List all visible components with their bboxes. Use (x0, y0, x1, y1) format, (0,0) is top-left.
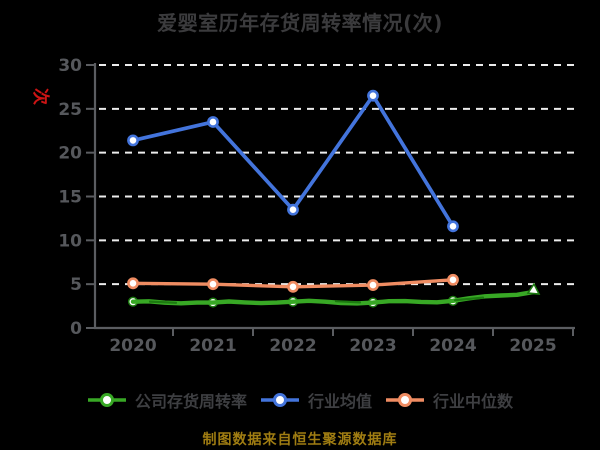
x-tick-label: 2022 (269, 336, 316, 356)
legend-label-company-turnover: 公司存货周转率 (134, 392, 247, 411)
line-marker-icon (386, 393, 424, 407)
y-tick-label: 0 (70, 319, 82, 339)
series-industry-median-data-point[interactable] (447, 273, 459, 286)
line-marker-icon (87, 393, 126, 407)
gridlines (99, 64, 575, 286)
series-industry-mean-data-point[interactable] (447, 220, 459, 233)
series-industry-mean (127, 89, 459, 233)
x-tick-label: 2020 (109, 336, 156, 356)
y-tick-label: 15 (58, 188, 82, 208)
data-source-note: 制图数据来自恒生聚源数据库 (202, 432, 398, 448)
legend-item-industry-mean[interactable]: 行业均值 (260, 388, 372, 412)
y-tick-label: 30 (58, 56, 82, 76)
series-industry-mean-data-point[interactable] (287, 203, 299, 216)
series-industry-mean-data-point[interactable] (207, 116, 219, 128)
x-tick-label: 2023 (349, 336, 396, 356)
legend-label-industry-median: 行业中位数 (433, 392, 514, 411)
y-tick-label: 20 (58, 144, 82, 164)
x-tick-label: 2024 (429, 336, 476, 356)
chart-title: 爱婴室历年存货周转率情况(次) (157, 11, 443, 35)
legend-item-company-turnover[interactable]: 公司存货周转率 (87, 388, 247, 412)
line-marker-icon (260, 393, 299, 407)
legend: 公司存货周转率 行业均值 行业中位数 (0, 388, 600, 412)
series-industry-median-data-point[interactable] (127, 277, 139, 290)
legend-label-industry-mean: 行业均值 (307, 392, 372, 411)
series-industry-mean-data-point[interactable] (367, 89, 379, 102)
series-industry-median (127, 273, 459, 293)
legend-item-industry-median[interactable]: 行业中位数 (385, 388, 513, 412)
trend-arrow-tip (526, 282, 541, 295)
y-tick-label: 25 (58, 100, 82, 120)
series-industry-median-data-point[interactable] (367, 279, 379, 291)
y-tick-label: 10 (58, 231, 82, 251)
x-tick-label: 2025 (509, 336, 556, 356)
series-industry-mean-data-point[interactable] (127, 134, 139, 147)
y-tick-label: 5 (70, 275, 82, 295)
series-industry-median-data-point[interactable] (287, 280, 299, 293)
series-company-turnover (127, 282, 541, 308)
x-tick-label: 2021 (189, 336, 236, 356)
series-industry-median-data-point[interactable] (207, 278, 219, 291)
